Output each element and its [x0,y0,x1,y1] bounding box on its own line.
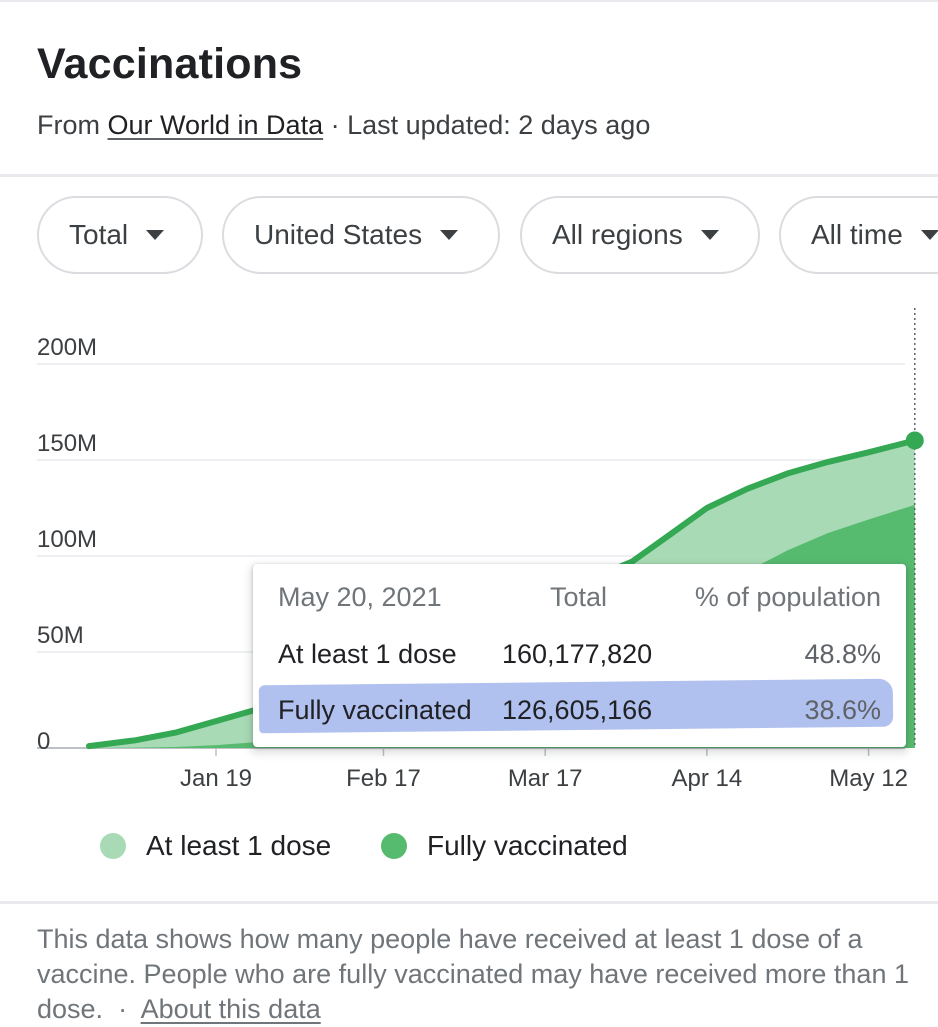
data-description: This data shows how many people have rec… [37,922,917,1027]
separator: · [118,994,128,1024]
y-tick-label: 150M [37,430,97,457]
legend-item-first-dose[interactable]: At least 1 dose [100,830,331,862]
caret-down-icon [146,230,165,240]
page-title: Vaccinations [37,40,303,88]
caret-down-icon [700,230,719,240]
header-divider [0,174,938,177]
about-data-link[interactable]: About this data [140,994,321,1024]
tooltip-row-total: 126,605,166 [502,695,653,725]
legend-label: Fully vaccinated [427,830,628,861]
tooltip-date: May 20, 2021 [278,582,442,612]
source-line: From Our World in Data · Last updated: 2… [37,110,650,141]
y-tick-label: 100M [37,526,97,553]
tooltip-row-pct: 48.8% [804,639,881,669]
tooltip-row-total: 160,177,820 [502,639,653,669]
from-text: From [37,110,100,140]
tooltip-col-pct: % of population [694,582,881,612]
tooltip-col-total: Total [550,582,608,612]
top-border [0,0,938,2]
filter-label: Total [69,219,129,250]
x-tick-label: Apr 14 [672,765,743,792]
caret-down-icon [920,230,938,240]
x-tick-label: Jan 19 [180,765,252,792]
chart-tooltip: May 20, 2021 Total % of population At le… [253,564,906,747]
y-tick-label: 50M [37,622,84,649]
caret-down-icon [440,230,459,240]
hover-point [905,431,924,450]
filter-country-dropdown[interactable]: United States [222,196,500,274]
line-at-least-1-dose [86,437,918,750]
legend-label: At least 1 dose [146,830,332,861]
last-updated: · Last updated: 2 days ago [330,110,651,140]
x-tick-label: May 12 [829,765,908,792]
tooltip-row-label: Fully vaccinated [278,695,472,725]
filter-label: All time [811,219,903,250]
filter-label: All regions [552,219,683,250]
legend-swatch [100,833,126,859]
tooltip-row-pct: 38.6% [804,695,881,725]
y-tick-label: 0 [37,728,50,755]
y-tick-label: 200M [37,334,97,361]
source-link[interactable]: Our World in Data [107,110,324,140]
legend-item-fully-vaccinated[interactable]: Fully vaccinated [381,830,628,862]
legend-swatch [381,833,407,859]
tooltip-row-label: At least 1 dose [278,639,457,669]
filter-label: United States [254,219,423,250]
x-tick-label: Feb 17 [346,765,421,792]
filter-time-dropdown[interactable]: All time [779,196,938,274]
filter-total-dropdown[interactable]: Total [37,196,203,274]
x-tick-label: Mar 17 [508,765,583,792]
filter-region-dropdown[interactable]: All regions [520,196,760,274]
footer-divider [0,901,938,904]
description-text: This data shows how many people have rec… [37,924,909,1024]
